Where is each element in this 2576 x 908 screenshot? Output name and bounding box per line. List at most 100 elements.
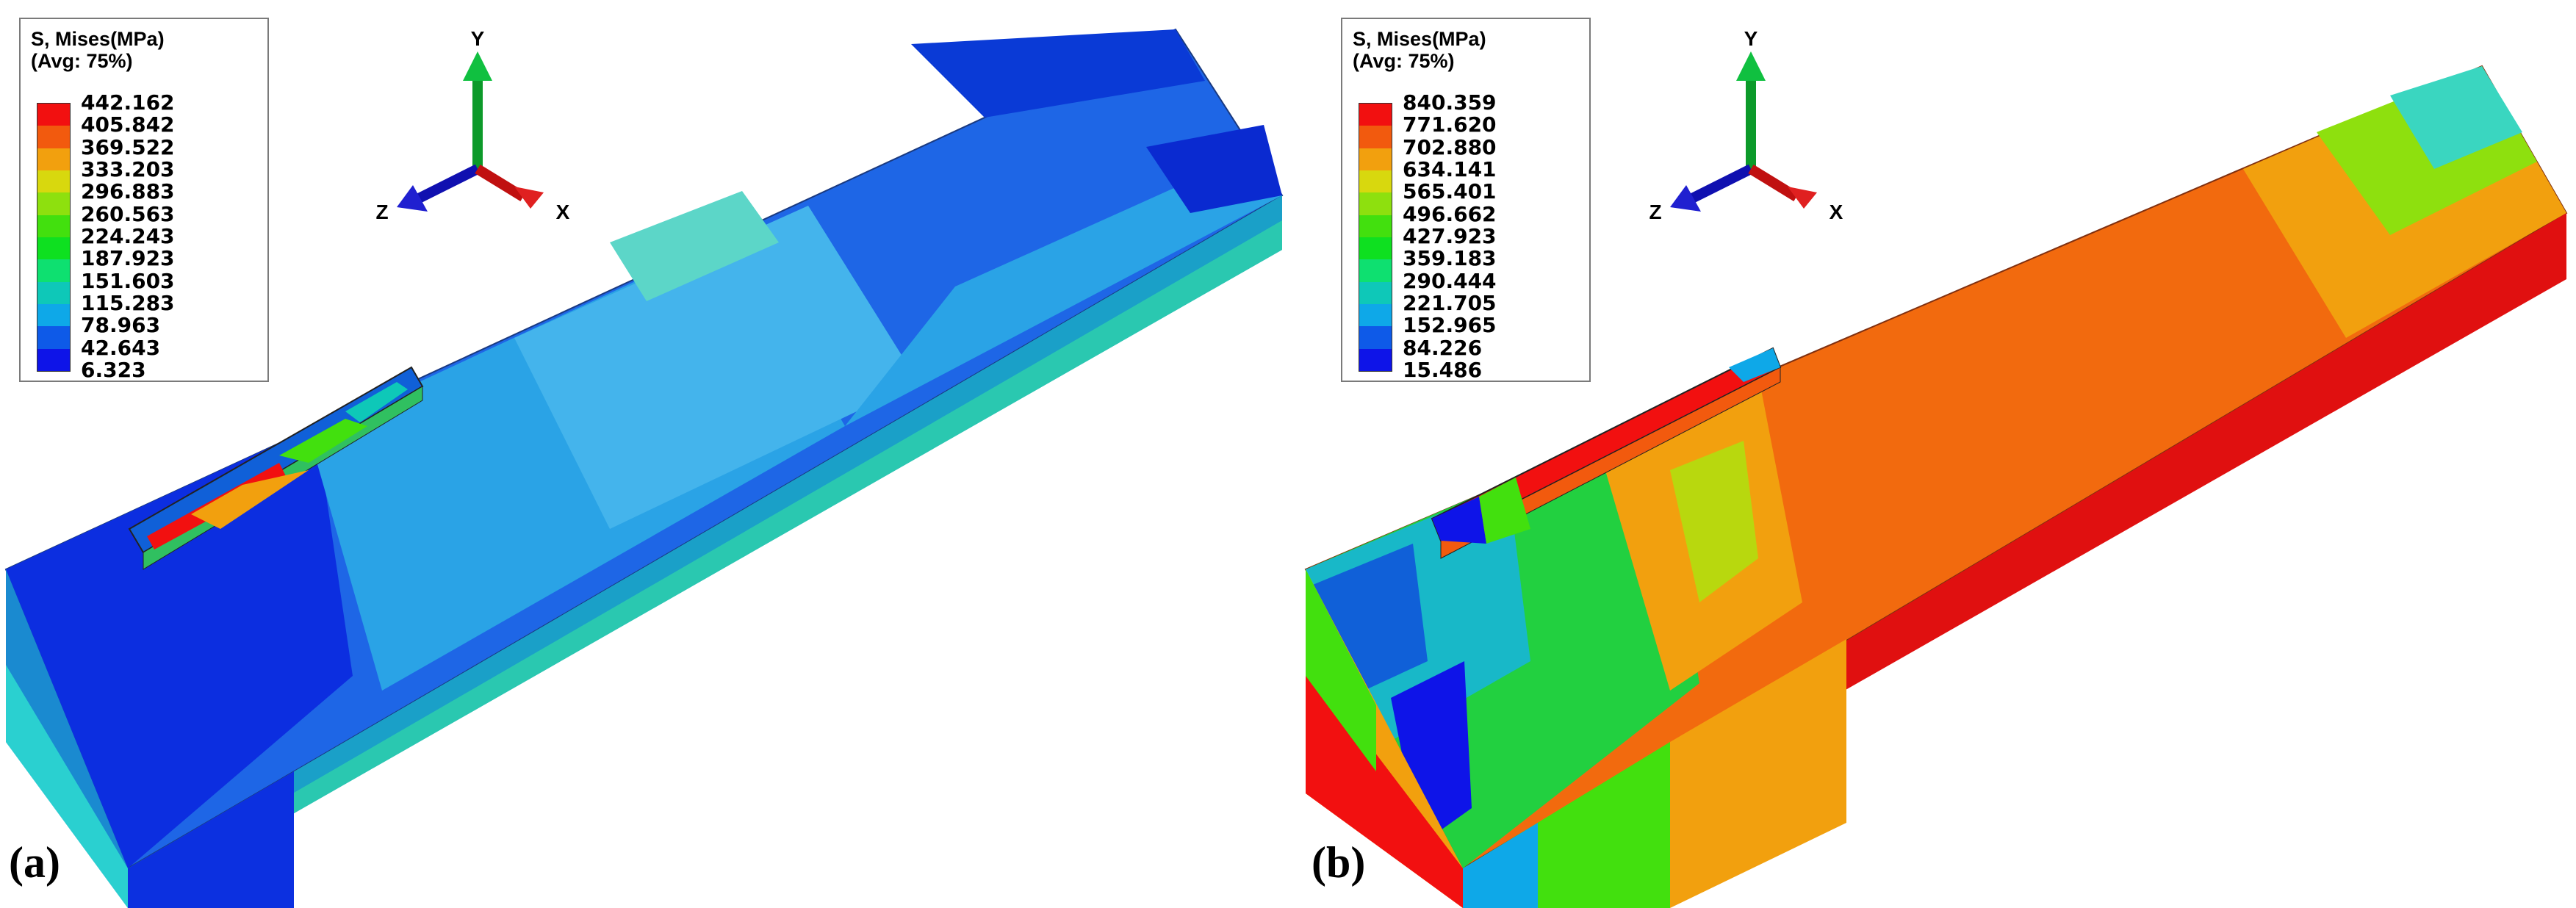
legend-value: 42.643: [81, 335, 161, 360]
contour-region: [845, 154, 1282, 426]
legend-value: 151.603: [81, 268, 175, 293]
legend-swatch: [1359, 215, 1392, 237]
contour-region: [1670, 441, 1758, 602]
contour-region: [1729, 348, 1780, 382]
contour-region: [1463, 823, 1538, 908]
legend-swatch: [1359, 237, 1392, 260]
y-axis-arrowhead: [1736, 51, 1766, 81]
legend-value: 296.883: [81, 179, 175, 204]
stress-plot-a: [4, 28, 1284, 908]
contour-region: [191, 470, 309, 529]
legend-value: 6.323: [81, 358, 146, 382]
y-axis-label: Y: [1744, 27, 1758, 50]
legend-swatch: [37, 348, 70, 371]
legend-swatch: [37, 303, 70, 327]
z-axis-label: Z: [1649, 201, 1661, 223]
legend-title: S, Mises(MPa): [31, 28, 165, 50]
legend-value: 15.486: [1403, 358, 1483, 382]
legend-value: 840.359: [1403, 90, 1497, 115]
legend-swatch: [37, 259, 70, 282]
legend-swatch: [1359, 348, 1392, 371]
legend-value: 702.880: [1403, 134, 1497, 159]
z-axis-label: Z: [375, 201, 388, 223]
contour-region: [514, 206, 918, 529]
x-axis-label: X: [1830, 201, 1843, 223]
x-axis-label: X: [556, 201, 570, 223]
legend-swatch: [37, 126, 70, 148]
legend-a: S, Mises(MPa) (Avg: 75%) 442.162 405.842 3…: [19, 18, 269, 382]
legend-swatch: [37, 326, 70, 349]
contour-region: [128, 220, 1282, 908]
z-axis-arrowhead: [397, 185, 428, 212]
legend-swatch: [1359, 281, 1392, 304]
x-axis-arrow: [475, 165, 526, 201]
contour-region: [6, 665, 128, 908]
legend-value: 496.662: [1403, 201, 1497, 226]
axis-triad-a: Y Z X: [367, 22, 588, 228]
legend-value: 333.203: [81, 157, 175, 181]
legend-b: S, Mises(MPa) (Avg: 75%) 840.359 771.620 7…: [1341, 18, 1591, 382]
legend-value: 115.283: [81, 291, 175, 315]
legend-swatch: [1359, 259, 1392, 282]
panel-label-a: (a): [9, 838, 60, 887]
legend-swatch: [1359, 148, 1392, 170]
legend-swatch: [37, 148, 70, 170]
contour-region: [1306, 569, 1376, 771]
legend-color-bar: [1359, 103, 1392, 372]
legend-value: 187.923: [81, 246, 175, 271]
legend-value: 78.963: [81, 313, 161, 338]
contour-region: [1479, 478, 1530, 544]
contour-region: [610, 191, 779, 301]
contour-region: [345, 382, 408, 422]
x-axis-arrowhead: [1788, 187, 1817, 209]
legend-value: 405.842: [81, 112, 175, 137]
legend-title: S, Mises(MPa): [1353, 28, 1486, 50]
y-axis-label: Y: [471, 27, 485, 50]
stress-plot-b: [1304, 65, 2568, 908]
legend-color-bar: [37, 103, 71, 372]
contour-region: [1432, 497, 1486, 544]
legend-value: 369.522: [81, 134, 175, 159]
legend-value: 152.965: [1403, 313, 1497, 338]
contour-region: [128, 771, 294, 908]
contour-region: [1670, 639, 1846, 908]
panel-b: S, Mises(MPa) (Avg: 75%) 840.359 771.620 7…: [1288, 0, 2576, 908]
legend-swatch: [1359, 170, 1392, 193]
contour-region: [279, 419, 367, 463]
weld-bead-side: [1440, 367, 1781, 559]
contour-region: [1146, 125, 1282, 213]
legend-value: 427.923: [1403, 224, 1497, 248]
contour-region: [2390, 66, 2522, 169]
legend-average: (Avg: 75%): [31, 50, 133, 72]
legend-swatch: [1359, 303, 1392, 327]
z-axis-arrow: [1689, 164, 1754, 203]
contour-region: [911, 29, 1205, 118]
legend-swatch: [1359, 326, 1392, 349]
legend-swatch: [37, 237, 70, 260]
legend-value: 771.620: [1403, 112, 1497, 137]
legend-swatch: [1359, 126, 1392, 148]
legend-swatch: [37, 192, 70, 215]
legend-swatch: [37, 104, 70, 126]
legend-swatch: [37, 170, 70, 193]
legend-swatch: [37, 215, 70, 237]
legend-value: 224.243: [81, 224, 175, 248]
legend-value: 221.705: [1403, 291, 1497, 315]
x-axis-arrow: [1748, 165, 1799, 201]
legend-average: (Avg: 75%): [1353, 50, 1455, 72]
panel-label-b: (b): [1312, 838, 1366, 887]
legend-value: 634.141: [1403, 157, 1497, 181]
x-axis-arrowhead: [514, 187, 544, 209]
legend-value: 290.444: [1403, 268, 1497, 293]
legend-swatch: [1359, 192, 1392, 215]
legend-swatch: [37, 281, 70, 304]
contour-region: [6, 426, 353, 868]
legend-swatch: [1359, 104, 1392, 126]
axis-triad-b: Y Z X: [1641, 22, 1861, 228]
panel-a: S, Mises(MPa) (Avg: 75%) 442.162 405.842 3…: [4, 18, 1284, 908]
legend-value: 565.401: [1403, 179, 1497, 204]
legend-value: 84.226: [1403, 335, 1483, 360]
y-axis-arrowhead: [463, 51, 492, 81]
z-axis-arrow: [416, 164, 481, 203]
legend-value: 260.563: [81, 201, 175, 226]
